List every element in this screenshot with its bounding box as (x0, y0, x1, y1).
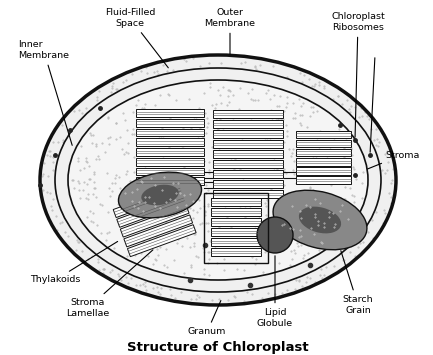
Text: Inner
Membrane: Inner Membrane (18, 40, 72, 145)
Bar (213, 170, 283, 178)
Bar (136, 129, 204, 136)
Text: Outer
Membrane: Outer Membrane (204, 8, 255, 54)
Ellipse shape (273, 190, 367, 250)
Bar (136, 177, 204, 185)
Ellipse shape (68, 80, 368, 280)
Text: Lipid
Globule: Lipid Globule (257, 256, 293, 328)
Ellipse shape (141, 185, 179, 205)
Text: Stroma
Lamellae: Stroma Lamellae (66, 250, 153, 318)
Bar (136, 148, 204, 156)
Bar (211, 208, 261, 216)
Text: Fluid-Filled
Space: Fluid-Filled Space (105, 8, 168, 68)
Bar (211, 248, 261, 256)
Bar (211, 238, 261, 246)
Bar (211, 218, 261, 226)
Bar (136, 158, 204, 166)
Bar (213, 150, 283, 158)
Bar (211, 198, 261, 206)
Circle shape (257, 217, 293, 253)
Bar (213, 120, 283, 128)
Text: Chloroplast
Ribosomes: Chloroplast Ribosomes (331, 12, 385, 137)
Bar (120, 205, 189, 237)
Bar (295, 176, 350, 184)
Bar (127, 225, 196, 257)
Bar (213, 180, 283, 188)
Bar (117, 195, 185, 227)
Bar (213, 140, 283, 148)
Bar (113, 186, 182, 218)
Text: Structure of Chloroplast: Structure of Chloroplast (127, 342, 309, 355)
Bar (295, 167, 350, 175)
Bar (295, 131, 350, 138)
Ellipse shape (40, 55, 396, 305)
Bar (295, 149, 350, 156)
Bar (136, 138, 204, 146)
Bar (211, 228, 261, 236)
Bar (213, 190, 283, 198)
Bar (213, 130, 283, 138)
Text: Thylakoids: Thylakoids (30, 241, 118, 284)
Text: Starch
Grain: Starch Grain (341, 251, 373, 315)
Ellipse shape (299, 207, 341, 233)
Bar (136, 168, 204, 175)
Ellipse shape (119, 172, 201, 218)
Bar (295, 140, 350, 147)
Bar (136, 109, 204, 117)
Bar (213, 110, 283, 118)
Bar (295, 158, 350, 165)
Text: Granum: Granum (188, 301, 226, 337)
Bar (204, 193, 268, 263)
Bar (136, 119, 204, 127)
Bar (124, 215, 193, 247)
Bar (213, 160, 283, 168)
Text: Stroma: Stroma (368, 151, 420, 169)
